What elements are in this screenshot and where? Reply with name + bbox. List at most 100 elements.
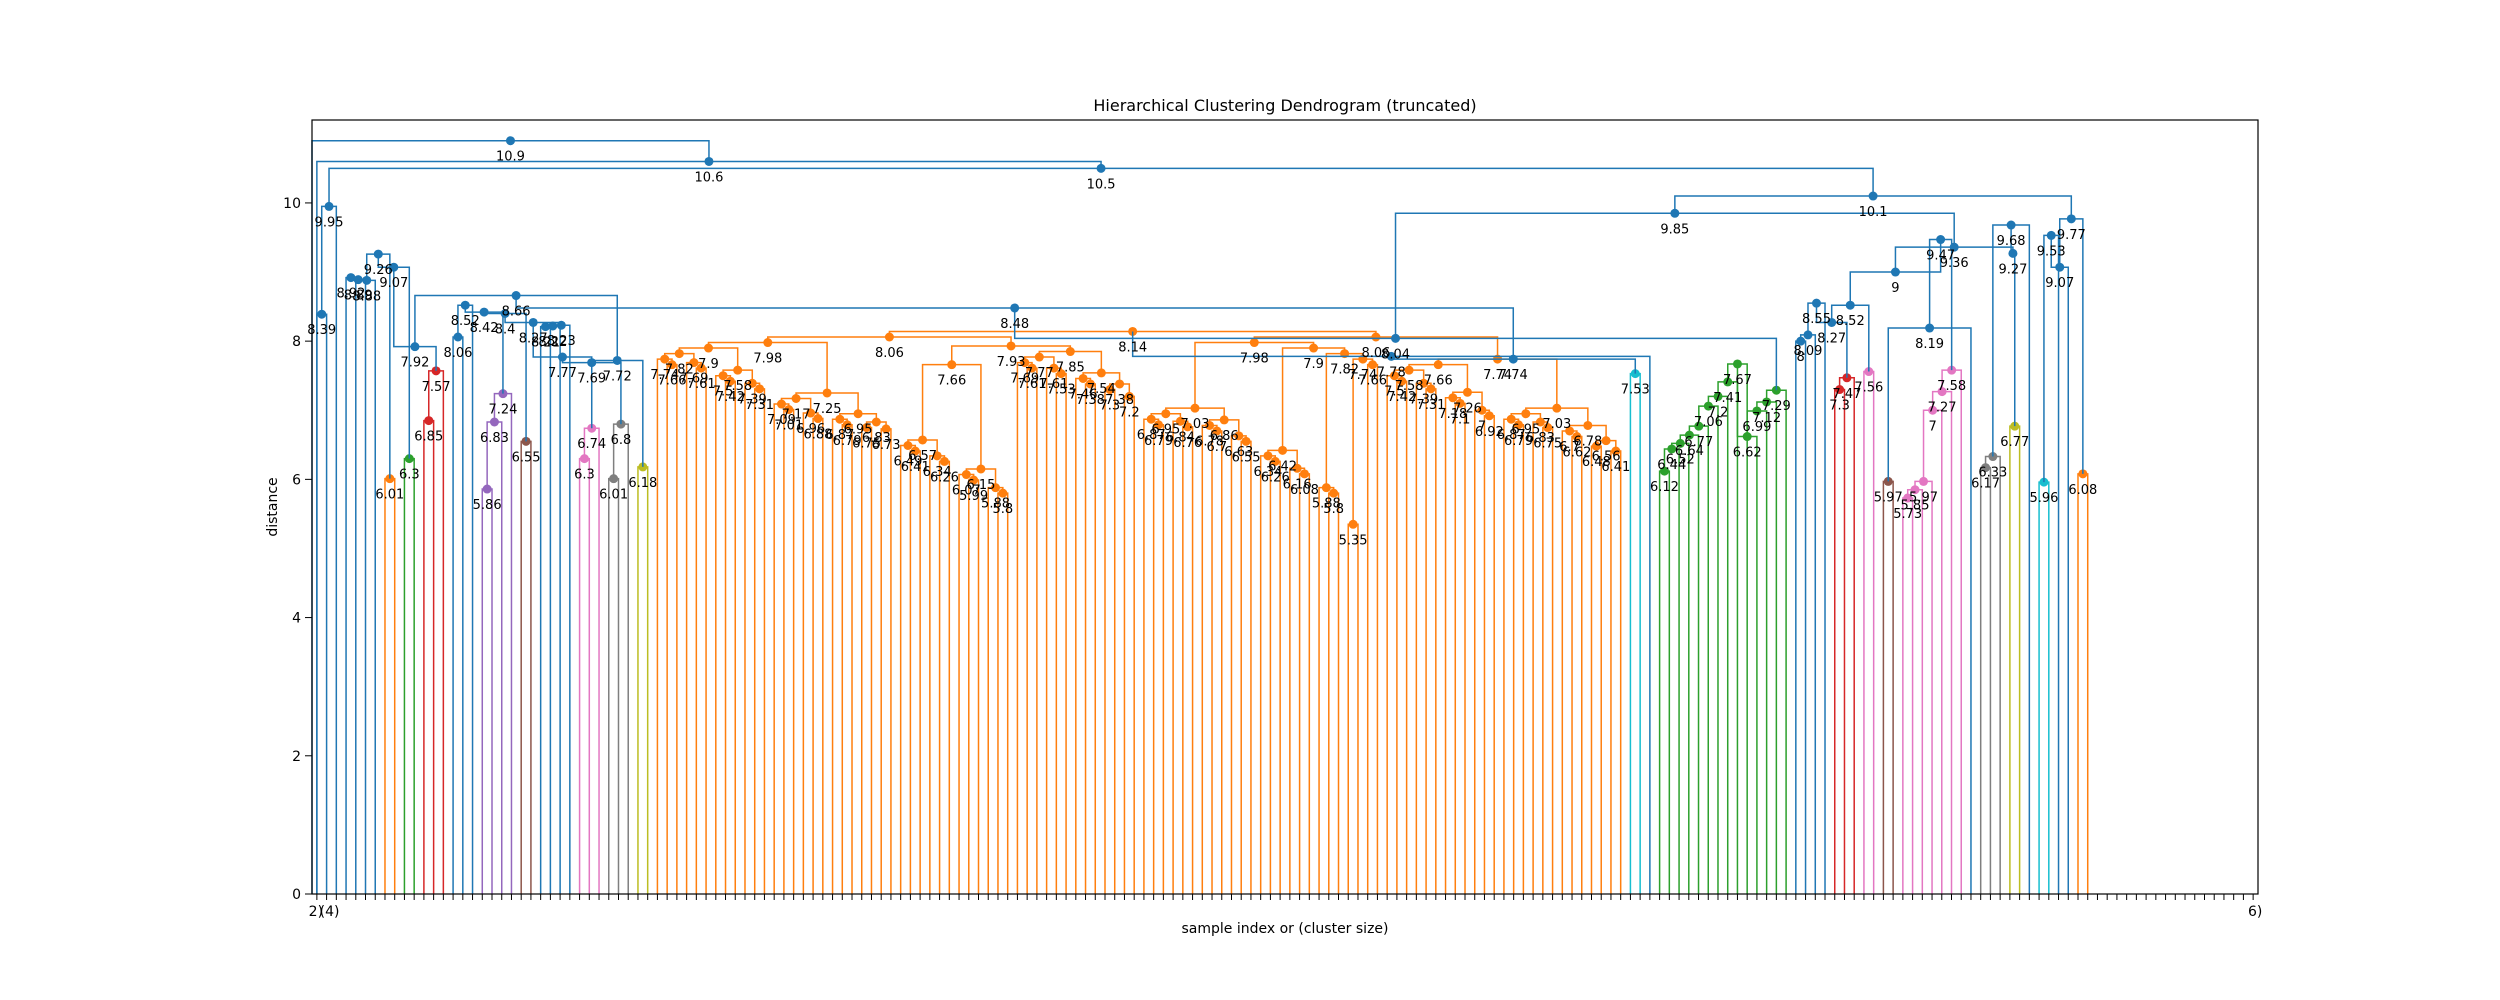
merge-label: 6.3 bbox=[399, 468, 420, 483]
merge-label: 6.77 bbox=[1684, 435, 1713, 450]
merge-label: 7.53 bbox=[1047, 383, 1076, 398]
merge-label: 6.3 bbox=[574, 468, 595, 483]
merge-label: 6.75 bbox=[1533, 437, 1562, 452]
merge-label: 6.78 bbox=[1195, 434, 1224, 449]
merge-label: 7.39 bbox=[1409, 392, 1438, 407]
merge-label: 6.18 bbox=[628, 476, 657, 491]
merge-label: 7.5 bbox=[1384, 385, 1405, 400]
merge-label: 8.52 bbox=[451, 314, 480, 329]
merge-label: 6.15 bbox=[966, 478, 995, 493]
merge-label: 7.03 bbox=[1542, 417, 1571, 432]
merge-label: 8.4 bbox=[495, 323, 516, 338]
y-tick-label: 4 bbox=[292, 611, 301, 627]
merge-label: 6.88 bbox=[803, 428, 832, 443]
merge-label: 9.95 bbox=[315, 215, 344, 230]
merge-label: 6.07 bbox=[952, 484, 981, 499]
merge-label: 7.41 bbox=[1713, 391, 1742, 406]
merge-label: 8.21 bbox=[531, 336, 560, 351]
merge-label: 5.99 bbox=[959, 489, 988, 504]
merge-label: 6.33 bbox=[1978, 466, 2007, 481]
merge-label: 9.26 bbox=[364, 263, 393, 278]
merge-point bbox=[1078, 373, 1088, 383]
merge-label: 8.88 bbox=[352, 289, 381, 304]
merge-label: 7.46 bbox=[1069, 387, 1098, 402]
merge-label: 6.85 bbox=[414, 430, 443, 445]
merge-label: 5.97 bbox=[1874, 490, 1903, 505]
merge-label: 8.23 bbox=[547, 334, 576, 349]
merge-label: 6.55 bbox=[512, 450, 541, 465]
merge-label: 6.87 bbox=[825, 428, 854, 443]
merge-label: 7 bbox=[1929, 419, 1937, 434]
merge-label: 9.27 bbox=[1998, 262, 2027, 277]
merge-label: 7.98 bbox=[753, 352, 782, 367]
merge-label: 6.83 bbox=[1526, 431, 1555, 446]
merge-label: 8.52 bbox=[1836, 314, 1865, 329]
merge-label: 8.39 bbox=[307, 323, 336, 338]
merge-label: 6.7 bbox=[1207, 440, 1228, 455]
merge-label: 8.89 bbox=[344, 289, 373, 304]
merge-point bbox=[1404, 365, 1414, 375]
merge-label: 6.95 bbox=[844, 423, 873, 438]
merge-label: 6.34 bbox=[923, 465, 952, 480]
merge-point bbox=[1771, 385, 1781, 395]
merge-label: 6.01 bbox=[599, 488, 628, 503]
merge-label: 7.78 bbox=[1377, 365, 1406, 380]
merge-label: 7.69 bbox=[577, 372, 606, 387]
merge-label: 7.25 bbox=[813, 402, 842, 417]
merge-label: 6.84 bbox=[1166, 430, 1195, 445]
merge-label: 7.54 bbox=[1087, 382, 1116, 397]
merge-label: 5.97 bbox=[1909, 490, 1938, 505]
merge-label: 6.26 bbox=[1261, 470, 1290, 485]
merge-label: 6.78 bbox=[1573, 434, 1602, 449]
y-tick-label: 8 bbox=[292, 334, 301, 350]
merge-label: 6.55 bbox=[1232, 450, 1261, 465]
merge-label: 7.58 bbox=[723, 379, 752, 394]
merge-point bbox=[1508, 354, 1518, 364]
merge-point bbox=[638, 462, 648, 472]
merge-label: 7.74 bbox=[1348, 368, 1377, 383]
merge-point bbox=[813, 414, 823, 424]
merge-label: 6.48 bbox=[1582, 455, 1611, 470]
x-axis: 2)(4) 6) bbox=[309, 894, 2262, 920]
merge-label: 8.42 bbox=[470, 321, 499, 336]
merge-label: 8.06 bbox=[875, 346, 904, 361]
merge-label: 6.79 bbox=[833, 434, 862, 449]
merge-label: 6.83 bbox=[480, 431, 509, 446]
merge-label: 7.92 bbox=[400, 356, 429, 371]
merge-label: 9.77 bbox=[2057, 228, 2086, 243]
merge-label: 7.58 bbox=[1395, 379, 1424, 394]
merge-point bbox=[1506, 414, 1516, 424]
merge-label: 6.79 bbox=[1144, 434, 1173, 449]
merge-label: 6.34 bbox=[1253, 465, 1282, 480]
merge-label: 5.86 bbox=[473, 498, 502, 513]
merge-point bbox=[903, 440, 913, 450]
merge-label: 8.92 bbox=[336, 287, 365, 302]
merge-label: 8.06 bbox=[443, 346, 472, 361]
merge-point bbox=[961, 470, 971, 480]
merge-label: 9.07 bbox=[2045, 276, 2074, 291]
merge-label: 8.27 bbox=[1817, 331, 1846, 346]
merge-point bbox=[1309, 343, 1319, 353]
merge-point bbox=[2078, 469, 2088, 479]
merge-point bbox=[1868, 191, 1878, 201]
merge-label: 7.42 bbox=[1387, 390, 1416, 405]
merge-label: 8.22 bbox=[538, 335, 567, 350]
merge-point bbox=[2010, 421, 2020, 431]
merge-label: 7.01 bbox=[774, 419, 803, 434]
merge-label: 7.98 bbox=[1240, 352, 1269, 367]
merge-label: 6.08 bbox=[2068, 483, 2097, 498]
merge-point bbox=[1391, 333, 1401, 343]
merge-label: 6.76 bbox=[1173, 436, 1202, 451]
merge-label: 7.56 bbox=[1854, 381, 1883, 396]
merge-label: 6.96 bbox=[796, 422, 825, 437]
leaf-label: 6) bbox=[2248, 904, 2262, 920]
merge-label: 5.96 bbox=[2029, 491, 2058, 506]
merge-label: 6.99 bbox=[1742, 420, 1771, 435]
merge-label: 5.88 bbox=[981, 497, 1010, 512]
merge-point bbox=[389, 262, 399, 272]
merge-label: 7 bbox=[1478, 419, 1486, 434]
merge-point bbox=[1034, 352, 1044, 362]
merge-label: 6.62 bbox=[1562, 446, 1591, 461]
